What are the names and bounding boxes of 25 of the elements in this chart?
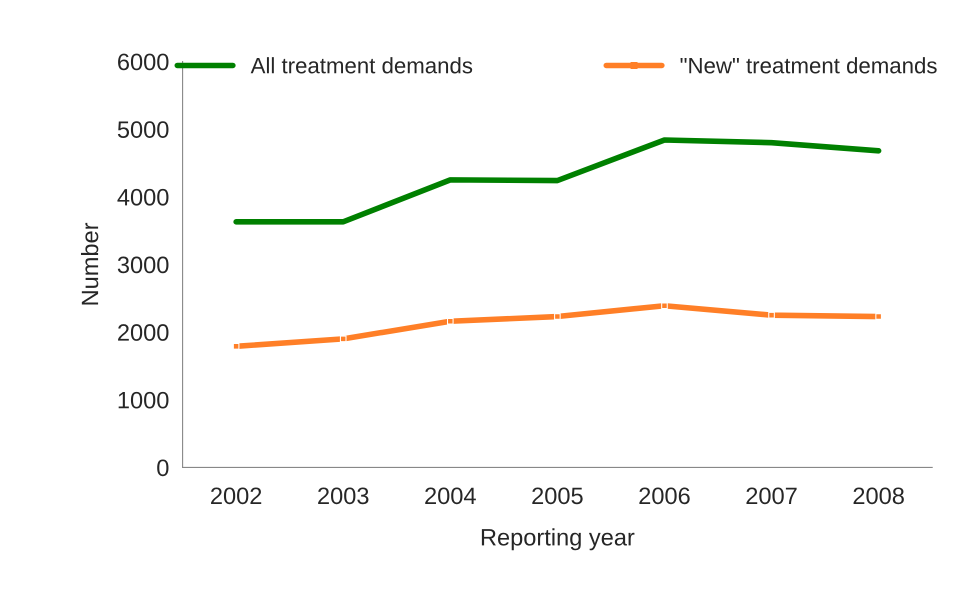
x-tick-label: 2007 xyxy=(746,487,797,504)
legend-label: All treatment demands xyxy=(250,57,472,74)
point xyxy=(875,313,882,320)
x-tick-label: 2008 xyxy=(854,487,904,504)
x-tick-label: 2002 xyxy=(211,487,262,504)
y-tick-label: 4000 xyxy=(117,188,168,206)
point xyxy=(768,312,775,318)
x-tick-label: 2005 xyxy=(532,487,583,504)
x-tick-label: 2004 xyxy=(425,487,476,504)
point xyxy=(661,302,668,310)
y-tick-label: 5000 xyxy=(118,121,168,138)
y-tick-label: 0 xyxy=(157,459,168,476)
y-tick-label: 6000 xyxy=(118,54,168,70)
x-axis-title: Reporting year xyxy=(482,528,634,550)
point xyxy=(447,318,454,325)
x-tick-label: 2006 xyxy=(639,487,690,504)
y-tick-label: 2000 xyxy=(118,324,168,341)
point xyxy=(232,343,240,350)
x-tick-label: 2003 xyxy=(318,487,368,504)
point xyxy=(340,336,347,342)
point xyxy=(554,313,561,320)
y-axis-title: Number xyxy=(80,222,98,304)
y-tick-label: 1000 xyxy=(118,392,168,409)
y-tick-label: 3000 xyxy=(118,256,168,274)
legend-label: "New" treatment demands xyxy=(680,57,937,74)
